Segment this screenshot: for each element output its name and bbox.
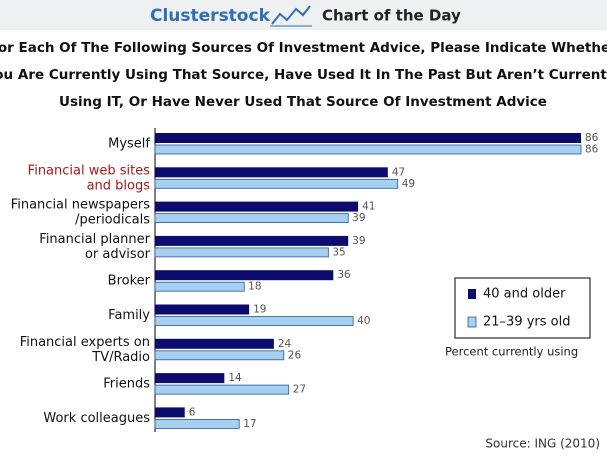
category-label: Work colleagues <box>43 411 150 426</box>
bar <box>154 213 349 224</box>
bar <box>154 247 329 258</box>
value-label: 17 <box>243 418 256 430</box>
chart-title: Using IT, Or Have Never Used That Source… <box>59 94 547 110</box>
value-label: 86 <box>585 144 599 156</box>
chart-title: You Are Currently Using That Source, Hav… <box>0 67 607 83</box>
bar <box>154 384 290 395</box>
value-label: 27 <box>293 384 306 396</box>
category-label: or advisor <box>85 247 151 262</box>
value-label: 40 <box>357 315 370 327</box>
brand: Clusterstock <box>150 6 271 26</box>
category-label: Financial newspapers <box>11 198 151 213</box>
value-label: 19 <box>253 304 266 316</box>
legend-box <box>454 277 591 339</box>
category-label: Financial planner <box>39 232 150 247</box>
category-label: Family <box>108 308 150 323</box>
bar <box>155 373 225 384</box>
logo <box>270 5 312 27</box>
bar <box>154 418 240 429</box>
value-label: 36 <box>337 269 351 281</box>
bar <box>155 235 349 246</box>
bar <box>154 144 582 155</box>
bar <box>155 270 334 281</box>
value-label: 6 <box>189 406 196 418</box>
source: Source: ING (2010) <box>485 437 600 451</box>
bar <box>155 133 581 143</box>
value-label: 39 <box>352 212 365 224</box>
bar <box>154 281 245 292</box>
value-label: 18 <box>248 281 261 293</box>
category-label: Friends <box>103 377 150 392</box>
bar <box>155 407 185 418</box>
category-label: TV/Radio <box>91 350 150 365</box>
category-label: Myself <box>108 137 150 152</box>
legend-label: 40 and older <box>483 287 566 302</box>
category-label: and blogs <box>87 178 151 193</box>
bar <box>155 201 359 212</box>
value-label: 24 <box>278 338 292 350</box>
value-label: 39 <box>352 235 365 247</box>
category-label: Financial experts on <box>20 335 150 350</box>
value-label: 14 <box>228 372 242 384</box>
legend-swatch <box>467 316 477 328</box>
bar <box>155 304 250 315</box>
chart-title: For Each Of The Following Sources Of Inv… <box>0 40 607 56</box>
bar <box>155 338 274 349</box>
category-label: Broker <box>108 274 151 289</box>
bar <box>154 350 285 361</box>
value-label: 47 <box>392 166 405 178</box>
value-label: 86 <box>585 132 599 144</box>
value-label: 49 <box>402 178 415 190</box>
value-label: 35 <box>332 246 345 258</box>
legend-note: Percent currently using <box>445 345 578 359</box>
bar <box>154 316 354 326</box>
value-label: 26 <box>288 349 302 361</box>
bar <box>154 178 399 189</box>
legend-label: 21–39 yrs old <box>483 315 570 330</box>
bar <box>155 167 388 178</box>
category-label: Financial web sites <box>28 163 151 178</box>
legend-swatch <box>468 289 476 299</box>
header-label: Chart of the Day <box>322 7 461 25</box>
category-label: /periodicals <box>75 213 150 228</box>
value-label: 41 <box>362 201 375 213</box>
